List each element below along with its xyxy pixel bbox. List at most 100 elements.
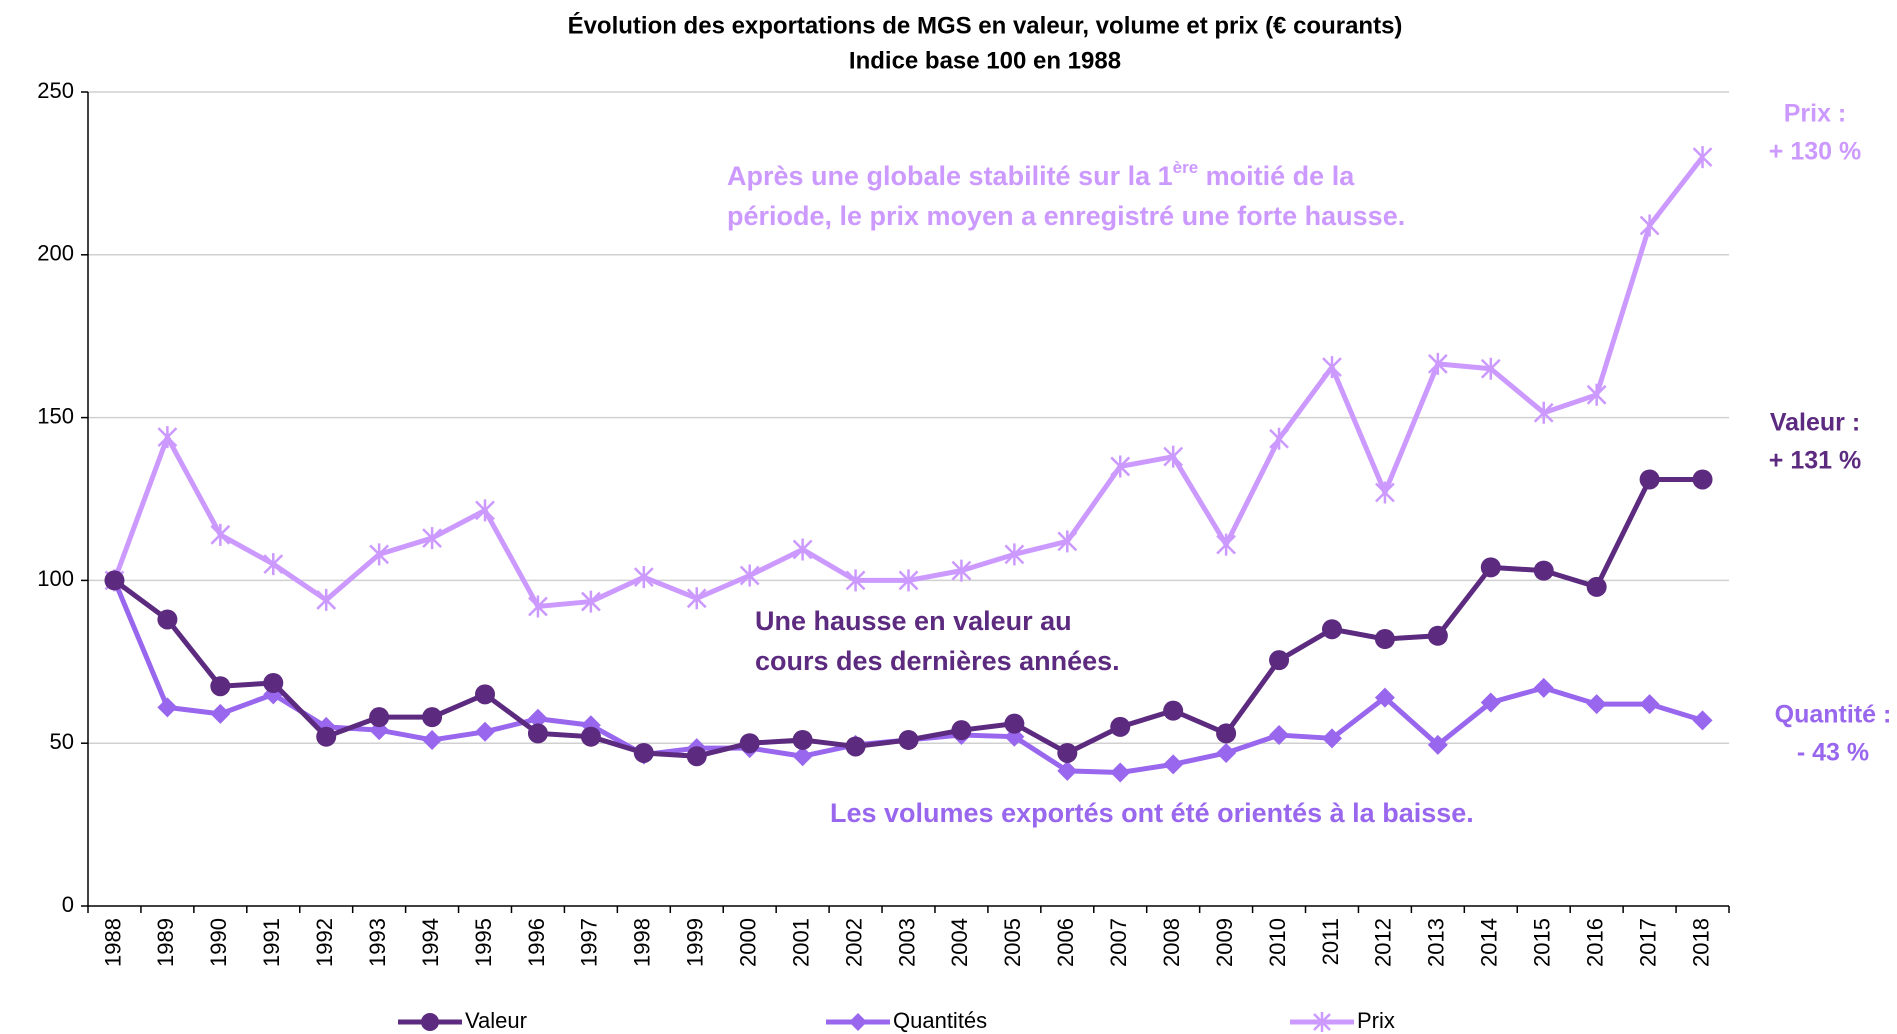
point [1427, 352, 1448, 375]
y-tick-label: 100 [37, 566, 74, 591]
point [1692, 710, 1713, 731]
point [316, 588, 337, 611]
y-tick-label: 250 [37, 78, 74, 103]
point [686, 587, 707, 610]
point [475, 684, 496, 705]
y-tick-label: 0 [62, 892, 74, 917]
point [422, 527, 442, 550]
x-tick-label: 2006 [1053, 918, 1078, 967]
end-label: + 131 % [1769, 447, 1861, 475]
point [263, 672, 284, 693]
x-tick-label: 2016 [1582, 918, 1607, 967]
x-tick-label: 2008 [1159, 918, 1184, 967]
point [1269, 650, 1290, 671]
point [369, 543, 390, 566]
point [528, 595, 548, 618]
point [1163, 700, 1184, 721]
point [1216, 723, 1237, 744]
y-tick-label: 150 [37, 403, 74, 428]
x-tick-label: 1999 [683, 918, 708, 967]
x-tick-label: 2007 [1106, 918, 1131, 967]
annotation-text: Les volumes exportés ont été orientés à … [830, 798, 1474, 828]
point [1375, 481, 1395, 504]
point [1639, 694, 1660, 715]
point [1110, 455, 1131, 478]
point [792, 729, 813, 750]
point [1216, 742, 1237, 763]
point [210, 703, 231, 724]
legend-item: Quantités [826, 1008, 987, 1033]
point [951, 559, 972, 582]
x-tick-label: 2014 [1477, 918, 1502, 967]
point [1110, 762, 1131, 783]
x-tick-label: 2017 [1635, 918, 1660, 967]
point [1480, 357, 1501, 380]
point [1586, 694, 1607, 715]
point [263, 553, 284, 576]
point [1374, 687, 1395, 708]
point [1586, 576, 1607, 597]
point [1216, 533, 1236, 556]
point [580, 726, 601, 747]
annotation: période, le prix moyen a enregistré une … [727, 201, 1405, 231]
point [422, 707, 443, 728]
x-tick-label: 1989 [153, 918, 178, 967]
annotation: Une hausse en valeur au [755, 606, 1072, 636]
point [210, 676, 231, 697]
point [739, 733, 760, 754]
point [1533, 677, 1554, 698]
x-tick-label: 2000 [736, 918, 761, 967]
point [1427, 625, 1448, 646]
annotation-text: Après une globale stabilité sur la 1 [727, 161, 1173, 191]
point [1004, 713, 1025, 734]
end-label: + 130 % [1769, 138, 1861, 166]
point [1057, 760, 1078, 781]
x-tick-label: 1992 [312, 918, 337, 967]
point [1692, 146, 1713, 169]
x-tick-label: 2005 [1000, 918, 1025, 967]
annotation: Après une globale stabilité sur la 1ère … [727, 158, 1355, 191]
point [845, 569, 866, 592]
x-tick-label: 1993 [365, 918, 390, 967]
annotation-text: période, le prix moyen a enregistré une … [727, 201, 1405, 231]
point [633, 566, 654, 589]
point [104, 570, 125, 591]
x-tick-label: 2011 [1318, 918, 1343, 965]
point [686, 746, 707, 767]
point [422, 729, 443, 750]
point [633, 742, 654, 763]
chart-title: Évolution des exportations de MGS en val… [568, 11, 1403, 39]
point [369, 707, 390, 728]
legend-label: Valeur [465, 1008, 527, 1033]
point [1533, 401, 1554, 424]
point [792, 746, 813, 767]
point [1269, 725, 1290, 746]
annotation-text: cours des dernières années. [755, 646, 1120, 676]
legend-label: Prix [1357, 1008, 1395, 1033]
point [527, 723, 548, 744]
annotation-text: Une hausse en valeur au [755, 606, 1072, 636]
x-tick-label: 2002 [841, 918, 866, 967]
point [1533, 560, 1554, 581]
x-tick-label: 1991 [259, 918, 284, 967]
legend-item: Valeur [398, 1008, 527, 1033]
point [1639, 214, 1660, 237]
x-tick-label: 2010 [1265, 918, 1290, 967]
point [1480, 557, 1501, 578]
point [157, 609, 178, 630]
x-tick-label: 2004 [947, 918, 972, 967]
end-label: Valeur : [1770, 409, 1860, 437]
point [157, 697, 178, 718]
point [1269, 427, 1289, 450]
chart-subtitle: Indice base 100 en 1988 [849, 47, 1121, 74]
point [792, 538, 813, 561]
point [475, 499, 495, 522]
point [1004, 543, 1025, 566]
x-tick-label: 2001 [788, 918, 813, 967]
x-tick-label: 1997 [577, 918, 602, 967]
x-tick-label: 2013 [1424, 918, 1449, 967]
point [475, 721, 496, 742]
annotation-text: moitié de la [1198, 161, 1355, 191]
point [739, 564, 760, 587]
point [1586, 383, 1607, 406]
